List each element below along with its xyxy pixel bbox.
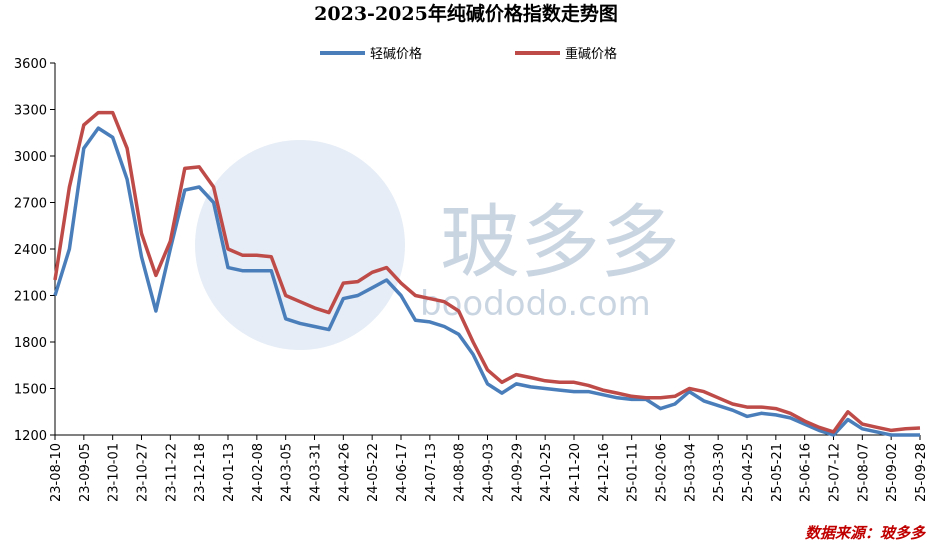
y-tick-label: 2400 bbox=[14, 243, 47, 258]
watermark-url: boododo.com bbox=[420, 284, 651, 324]
x-tick-label: 24-04-26 bbox=[337, 443, 352, 502]
source-note: 数据来源：玻多多 bbox=[805, 524, 926, 542]
series-line bbox=[53, 126, 920, 437]
chart-title: 2023-2025年纯碱价格指数走势图 bbox=[314, 2, 618, 25]
y-tick-label: 2700 bbox=[14, 197, 47, 212]
x-tick-label: 24-03-31 bbox=[309, 443, 324, 502]
x-tick-label: 24-05-22 bbox=[366, 443, 381, 502]
x-tick-label: 25-08-07 bbox=[856, 443, 871, 502]
x-tick-label: 24-10-25 bbox=[539, 443, 554, 502]
x-tick-label: 23-09-05 bbox=[78, 443, 93, 502]
series-line bbox=[53, 110, 921, 434]
x-tick-label: 25-04-25 bbox=[741, 443, 756, 502]
x-tick-label: 23-08-10 bbox=[49, 443, 64, 502]
x-tick-label: 25-02-06 bbox=[655, 443, 670, 502]
x-tick-label: 24-03-05 bbox=[280, 443, 295, 502]
x-tick-label: 25-05-21 bbox=[770, 443, 785, 502]
y-tick-label: 3000 bbox=[14, 150, 47, 165]
y-tick-label: 1500 bbox=[14, 383, 47, 398]
x-tick-label: 23-11-22 bbox=[164, 443, 179, 502]
y-tick-label: 1200 bbox=[14, 429, 47, 444]
x-tick-label: 24-08-08 bbox=[453, 443, 468, 502]
x-tick-label: 24-09-29 bbox=[510, 443, 525, 502]
x-tick-label: 25-06-16 bbox=[799, 443, 814, 502]
x-tick-label: 25-03-30 bbox=[712, 443, 727, 502]
x-tick-label: 25-09-02 bbox=[885, 443, 900, 502]
x-tick-label: 24-12-16 bbox=[597, 443, 612, 502]
x-tick-label: 23-12-18 bbox=[193, 443, 208, 502]
x-tick-label: 24-07-13 bbox=[424, 443, 439, 502]
x-tick-label: 24-01-13 bbox=[222, 443, 237, 502]
x-tick-label: 24-02-08 bbox=[251, 443, 266, 502]
x-tick-label: 25-01-11 bbox=[626, 443, 641, 502]
y-tick-label: 2100 bbox=[14, 290, 47, 305]
legend-label: 重碱价格 bbox=[565, 46, 617, 62]
legend-label: 轻碱价格 bbox=[370, 46, 422, 62]
x-tick-label: 25-07-12 bbox=[828, 443, 843, 502]
x-tick-label: 23-10-01 bbox=[107, 443, 122, 502]
x-tick-label: 25-03-04 bbox=[683, 443, 698, 502]
y-tick-label: 1800 bbox=[14, 336, 47, 351]
x-tick-label: 25-09-28 bbox=[914, 443, 929, 502]
y-tick-label: 3600 bbox=[14, 57, 47, 72]
x-tick-label: 24-06-17 bbox=[395, 443, 410, 502]
x-tick-label: 23-10-27 bbox=[136, 443, 151, 502]
watermark: 玻多多 bbox=[440, 196, 680, 289]
x-tick-label: 24-09-03 bbox=[482, 443, 497, 502]
y-tick-label: 3300 bbox=[14, 104, 47, 119]
x-tick-label: 24-11-20 bbox=[568, 443, 583, 502]
